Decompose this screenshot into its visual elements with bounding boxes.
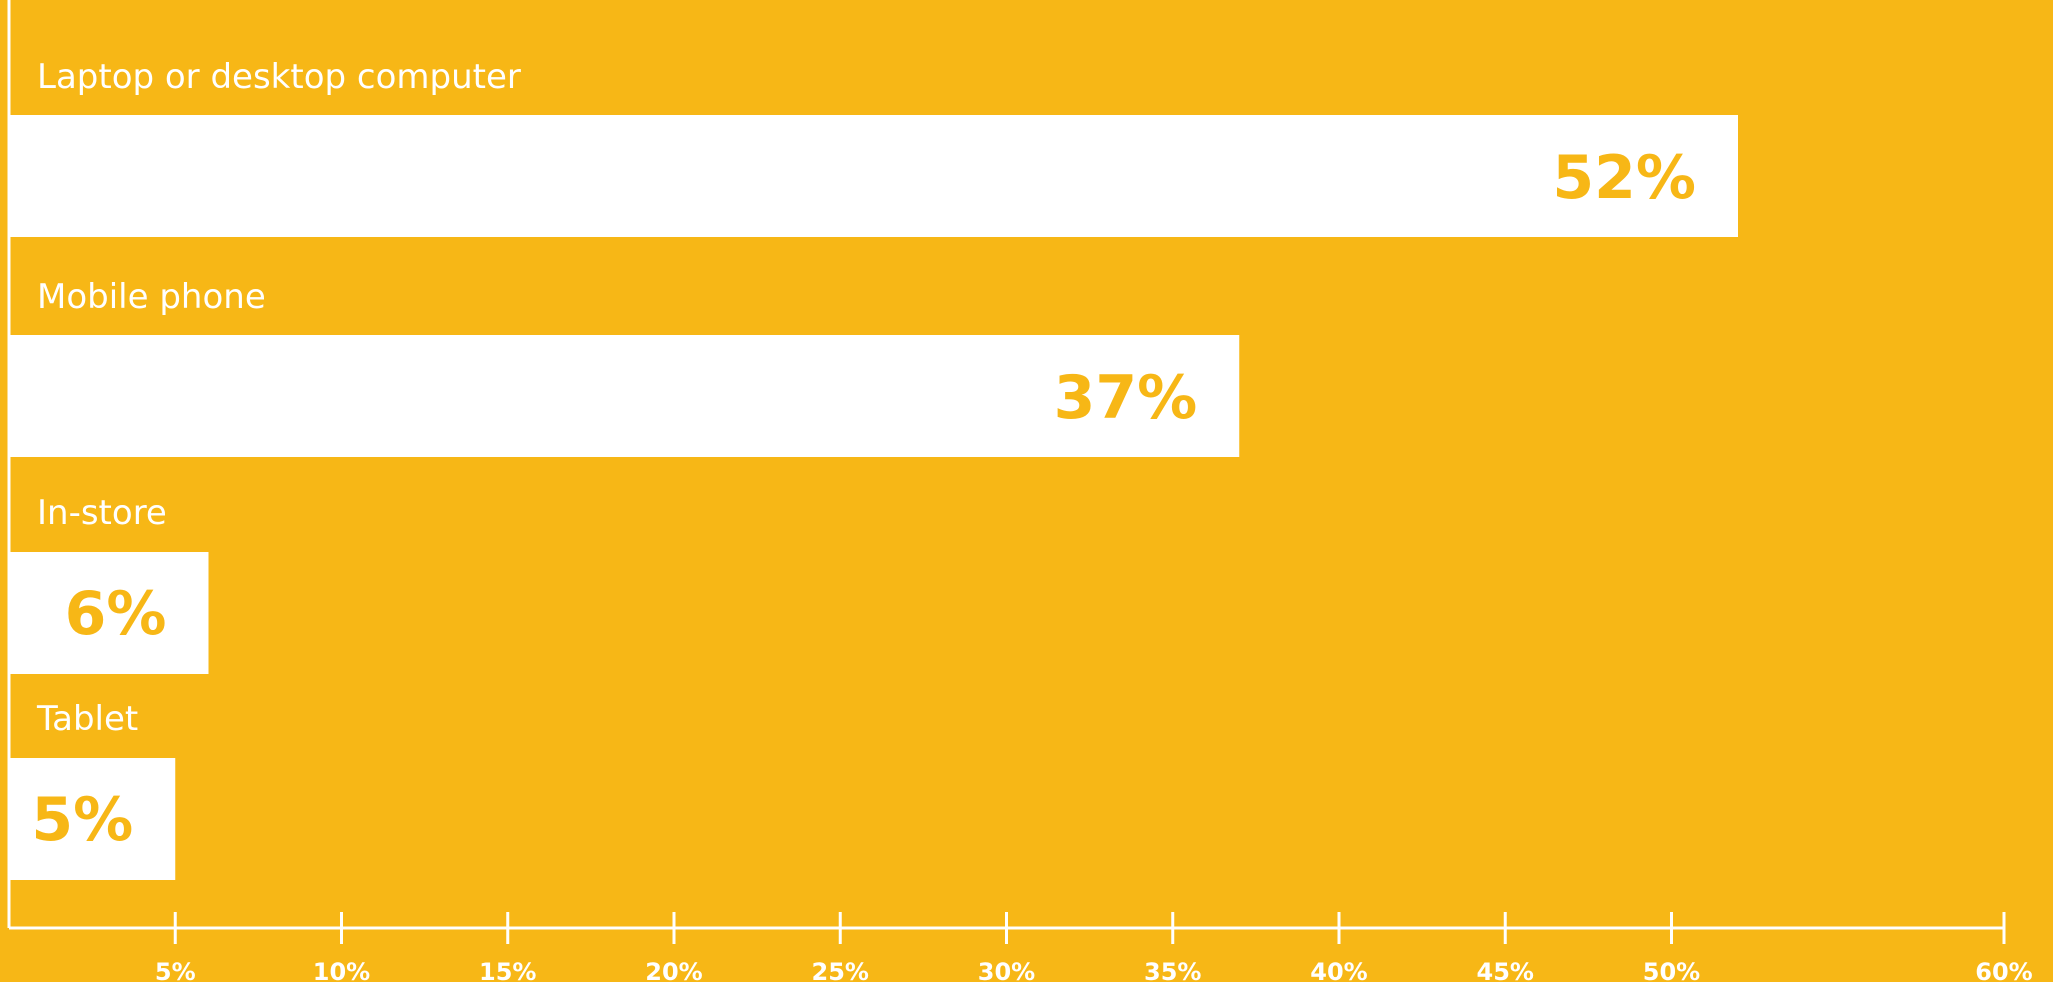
x-tick-label-20: 20% <box>645 958 702 982</box>
x-tick-label-45: 45% <box>1477 958 1534 982</box>
x-tick-label-40: 40% <box>1310 958 1367 982</box>
bar-in-store <box>9 552 209 674</box>
bars-layer: Laptop or desktop computer 52% Mobile phon… <box>9 57 1738 880</box>
value-label-mobile-phone: 37% <box>1054 363 1198 433</box>
x-tick-label-30: 30% <box>978 958 1035 982</box>
bar-laptop-or-desktop-computer <box>9 115 1738 237</box>
x-tick-label-25: 25% <box>812 958 869 982</box>
bar-tablet <box>9 758 176 880</box>
x-tick-label-5: 5% <box>155 958 196 982</box>
category-label-laptop-or-desktop-computer: Laptop or desktop computer <box>37 57 521 97</box>
value-label-laptop-or-desktop-computer: 52% <box>1552 143 1696 213</box>
x-tick-label-50: 50% <box>1643 958 1700 982</box>
x-tick-label-60: 60% <box>1975 958 2032 982</box>
value-label-tablet: 5% <box>31 785 133 855</box>
x-tick-label-10: 10% <box>313 958 370 982</box>
category-label-in-store: In-store <box>37 493 167 533</box>
x-tick-label-35: 35% <box>1144 958 1201 982</box>
x-tick-label-15: 15% <box>479 958 536 982</box>
value-label-in-store: 6% <box>65 579 167 649</box>
x-axis: 5% 10% 15% 20% 25% 30% 35% 40% 45% 50% 60% <box>7 0 2033 982</box>
bar-mobile-phone <box>9 335 1240 457</box>
category-label-mobile-phone: Mobile phone <box>37 277 266 317</box>
category-label-tablet: Tablet <box>36 699 138 739</box>
